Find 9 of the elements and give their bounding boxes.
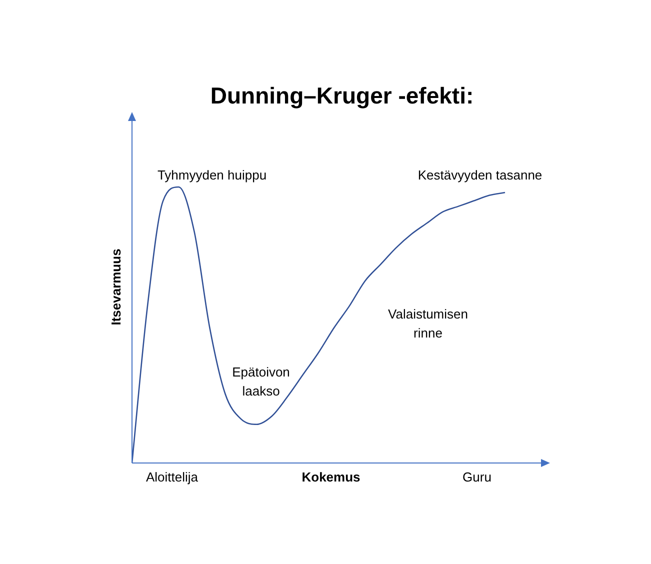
text: Tyhmyyden huippu [157,168,267,183]
x-axis-title: Kokemus [302,470,360,485]
text: Guru [462,470,492,485]
text: Aloittelija [146,470,199,485]
chart-title: Dunning–Kruger -efekti: [210,82,474,108]
y-axis-title: Itsevarmuus [108,248,124,326]
annotation: Epätoivon laakso [232,364,290,399]
text: Kestävyyden tasanne [418,168,542,183]
annotation: Valaistumisen rinne [388,306,468,341]
